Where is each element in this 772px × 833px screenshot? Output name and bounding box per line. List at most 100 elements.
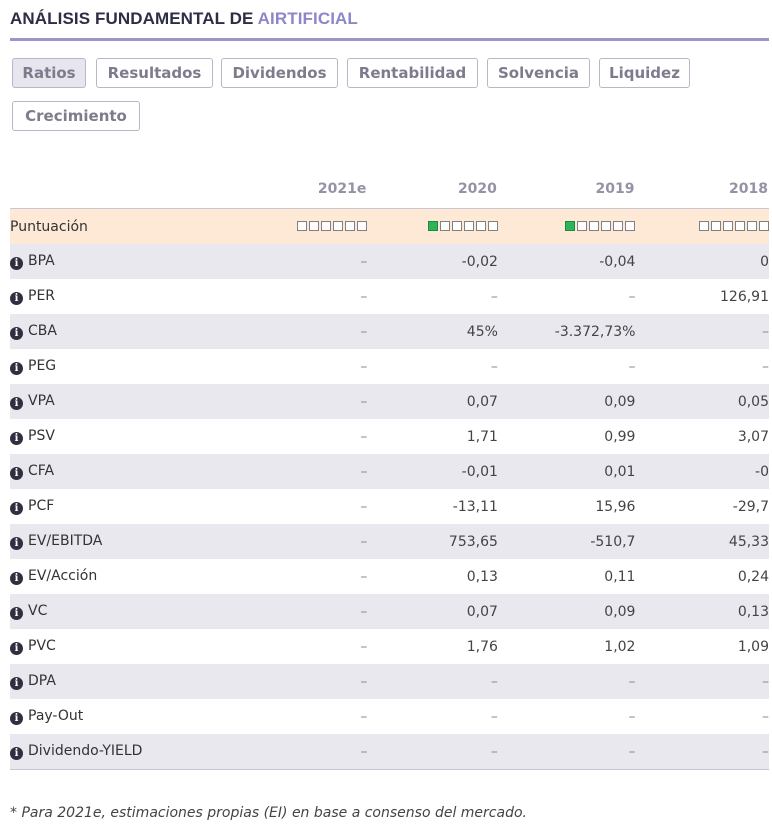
- value-cell: 753,65: [367, 524, 498, 559]
- value-cell: –: [360, 288, 368, 305]
- score-square-filled: [427, 220, 438, 231]
- info-icon[interactable]: i: [10, 642, 23, 655]
- score-indicator: [565, 220, 636, 231]
- table-row: i VC –0,07 0,09 0,13: [10, 594, 769, 629]
- value-cell: 0,13: [466, 568, 498, 585]
- score-square-empty: [589, 220, 600, 231]
- info-icon[interactable]: i: [10, 257, 23, 270]
- score-cell: [249, 208, 368, 244]
- score-square-empty: [321, 220, 332, 231]
- row-label[interactable]: i EV/Acción: [10, 559, 250, 594]
- info-icon[interactable]: i: [10, 327, 23, 340]
- score-square-empty: [297, 220, 308, 231]
- value-cell: –: [249, 734, 368, 770]
- value-cell: 1,09: [737, 638, 769, 655]
- value-cell: 1,02: [604, 638, 636, 655]
- value-cell: 3,07: [737, 428, 769, 445]
- info-icon[interactable]: i: [10, 572, 23, 585]
- score-indicator: [699, 220, 769, 231]
- value-cell: 0,09: [497, 384, 636, 419]
- value-cell: 0: [635, 244, 769, 279]
- value-cell: –: [762, 358, 769, 375]
- info-icon[interactable]: i: [10, 467, 23, 480]
- value-cell: –: [360, 708, 368, 725]
- score-square-empty: [577, 220, 588, 231]
- table-row: i PCF – -13,11 15,96 -29,7: [10, 489, 769, 524]
- table-row: i PSV – 1,71 0,99 3,07: [10, 419, 769, 454]
- value-cell: –: [628, 708, 636, 725]
- tab-rentabilidad[interactable]: Rentabilidad: [347, 58, 478, 88]
- table-row: i EV/EBITDA –753,65 -510,7 45,33: [10, 524, 769, 559]
- row-label[interactable]: i BPA: [10, 244, 250, 279]
- value-cell: –: [249, 454, 368, 489]
- row-label-text: PEG: [28, 358, 57, 374]
- row-label[interactable]: i PEG: [10, 349, 250, 384]
- column-header: 2020: [367, 170, 498, 209]
- value-cell: 0,07: [367, 594, 498, 629]
- value-cell: –: [249, 244, 368, 279]
- value-cell: –: [249, 314, 368, 349]
- value-cell: 45%: [367, 314, 498, 349]
- row-label-text: CFA: [28, 463, 55, 479]
- row-label[interactable]: i Dividendo-YIELD: [10, 734, 250, 770]
- score-square-empty: [309, 220, 320, 231]
- score-square-empty: [723, 220, 733, 231]
- row-label[interactable]: i CFA: [10, 454, 250, 489]
- tab-dividendos[interactable]: Dividendos: [221, 58, 338, 88]
- value-cell: -0,01: [367, 454, 498, 489]
- table-row: i DPA – – – –: [10, 664, 769, 699]
- info-icon[interactable]: i: [10, 362, 23, 375]
- row-label-text: VC: [28, 603, 48, 619]
- info-icon[interactable]: i: [10, 502, 23, 515]
- row-label[interactable]: i VPA: [10, 384, 250, 419]
- score-square-empty: [711, 220, 721, 231]
- score-square-empty: [747, 220, 757, 231]
- score-square-empty: [345, 220, 356, 231]
- info-icon[interactable]: i: [10, 292, 23, 305]
- tab-liquidez[interactable]: Liquidez: [599, 58, 690, 88]
- row-label-text: PSV: [28, 428, 55, 444]
- row-label[interactable]: i PSV: [10, 419, 250, 454]
- value-cell: –: [367, 734, 498, 770]
- tab-ratios[interactable]: Ratios: [12, 58, 86, 88]
- info-icon[interactable]: i: [10, 677, 23, 690]
- value-cell: –: [490, 708, 498, 725]
- info-icon[interactable]: i: [10, 432, 23, 445]
- value-cell: –: [635, 314, 769, 349]
- score-square-empty: [451, 220, 462, 231]
- info-icon[interactable]: i: [10, 747, 23, 760]
- value-cell: –: [360, 498, 368, 515]
- value-cell: –: [628, 288, 636, 305]
- score-indicator: [427, 220, 498, 231]
- tab-solvencia[interactable]: Solvencia: [487, 58, 590, 88]
- value-cell: 1,71: [466, 428, 498, 445]
- row-label[interactable]: i PCF: [10, 489, 250, 524]
- row-label-text: PVC: [28, 638, 56, 654]
- value-cell: 126,91: [720, 288, 769, 305]
- tab-resultados[interactable]: Resultados: [96, 58, 213, 88]
- table-row: i Dividendo-YIELD – – – –: [10, 734, 769, 770]
- row-label[interactable]: i CBA: [10, 314, 250, 349]
- value-cell: –: [249, 664, 368, 699]
- table-row: i CBA –45% -3.372,73% –: [10, 314, 769, 349]
- column-header: 2021e: [249, 170, 368, 209]
- table-bottom-border: [10, 769, 769, 805]
- row-label[interactable]: i DPA: [10, 664, 250, 699]
- company-name: AIRTIFICIAL: [257, 9, 358, 28]
- row-label[interactable]: i EV/EBITDA: [10, 524, 250, 559]
- row-label[interactable]: i VC: [10, 594, 250, 629]
- value-cell: –: [367, 664, 498, 699]
- row-label[interactable]: i PVC: [10, 629, 250, 664]
- info-icon[interactable]: i: [10, 537, 23, 550]
- info-icon[interactable]: i: [10, 712, 23, 725]
- row-label-text: DPA: [28, 673, 56, 689]
- info-icon[interactable]: i: [10, 607, 23, 620]
- tab-crecimiento[interactable]: Crecimiento: [12, 101, 140, 131]
- ratios-table: 2021e 2020 2019 2018 Puntuación i BPA – -0,…: [10, 170, 769, 805]
- table-row: i EV/Acción – 0,13 0,11 0,24: [10, 559, 769, 594]
- info-icon[interactable]: i: [10, 397, 23, 410]
- score-square-empty: [601, 220, 612, 231]
- header-label-cell: [10, 170, 250, 209]
- row-label[interactable]: i Pay-Out: [10, 699, 250, 734]
- row-label[interactable]: i PER: [10, 279, 250, 314]
